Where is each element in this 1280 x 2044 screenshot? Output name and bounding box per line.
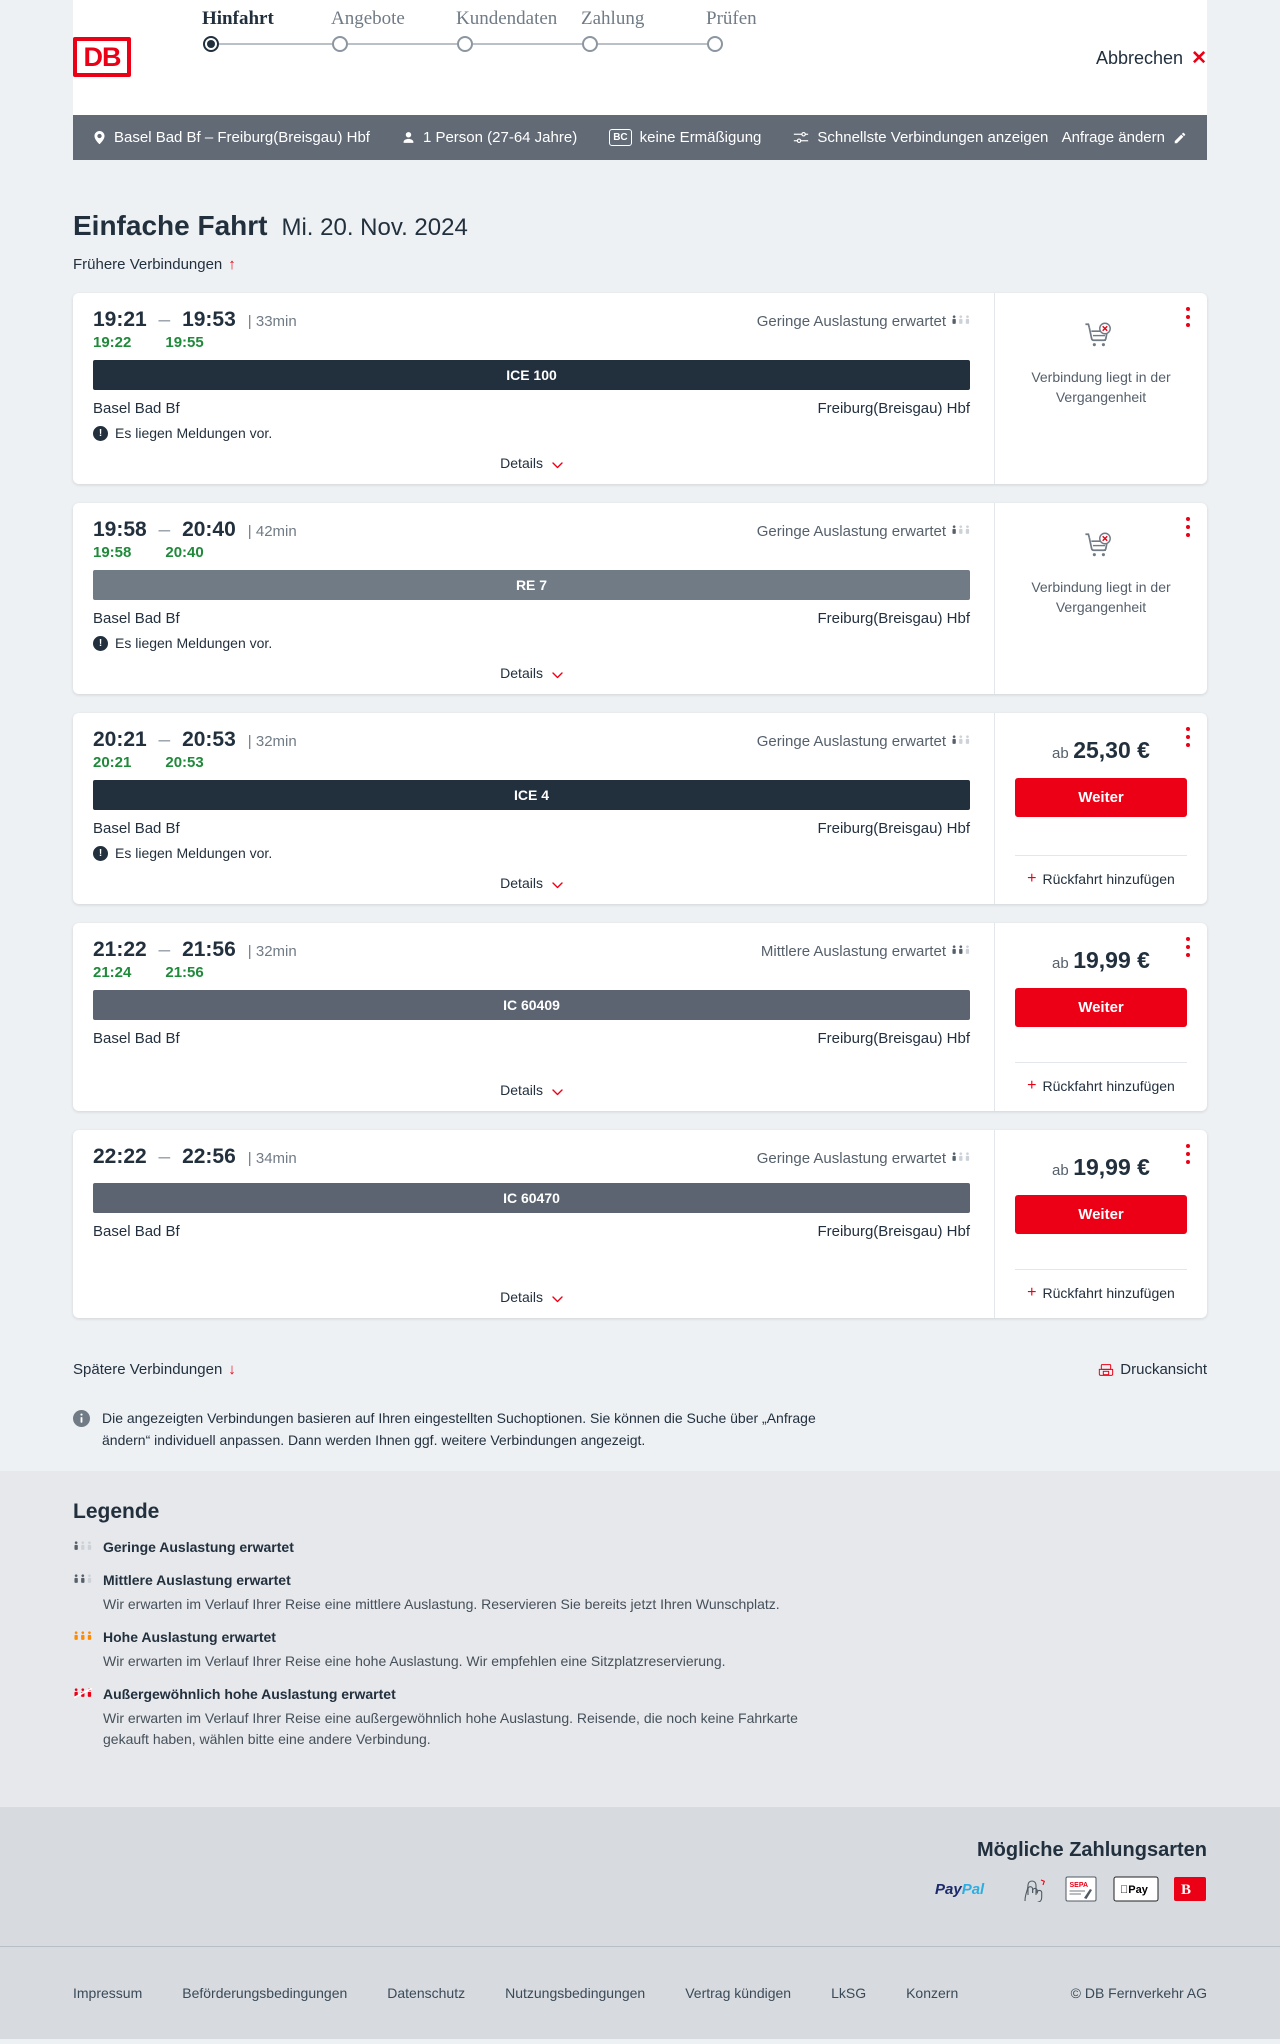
svg-text:B: B <box>1181 1882 1191 1898</box>
svg-text:PayPal: PayPal <box>935 1881 985 1898</box>
svg-text:SEPA: SEPA <box>1070 1882 1089 1889</box>
svg-text:Pay: Pay <box>1120 1884 1149 1896</box>
